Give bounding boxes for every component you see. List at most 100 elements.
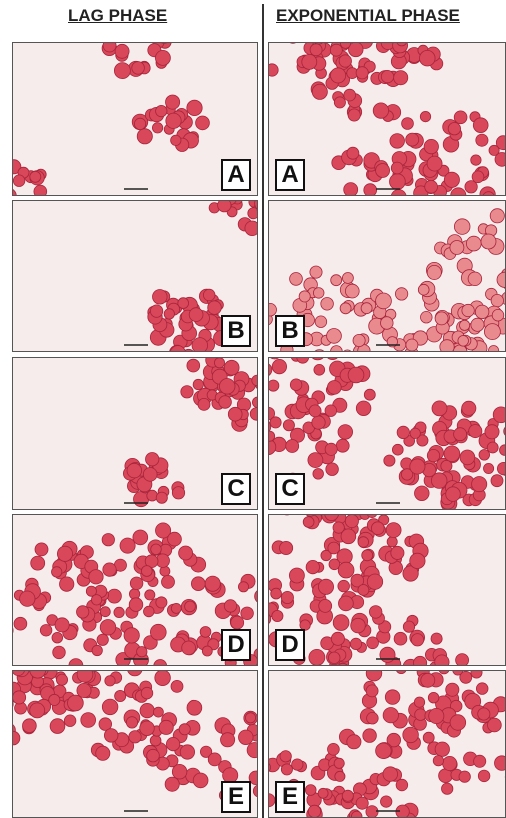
cell <box>347 735 361 749</box>
cell <box>418 284 429 295</box>
cell <box>414 697 424 707</box>
cell <box>196 116 210 130</box>
cell <box>292 759 303 770</box>
micrograph: D <box>12 514 258 666</box>
cell <box>454 428 467 441</box>
cell <box>60 577 74 591</box>
micrograph: B <box>268 200 506 352</box>
cell <box>473 118 488 133</box>
cell <box>155 50 170 65</box>
cell <box>459 771 470 782</box>
cell <box>364 389 375 400</box>
cell <box>445 351 459 352</box>
cell <box>115 44 129 58</box>
lag-header: LAG PHASE <box>68 6 167 26</box>
cell <box>192 338 208 352</box>
cell <box>330 44 342 56</box>
cell <box>358 537 369 548</box>
cell <box>203 289 215 301</box>
cell <box>410 553 425 568</box>
cell <box>270 417 281 428</box>
cell <box>420 50 436 66</box>
cell <box>342 790 353 801</box>
cell <box>376 743 392 759</box>
cell <box>281 764 292 775</box>
cell <box>308 805 320 817</box>
cell <box>356 67 368 79</box>
cell <box>489 145 499 155</box>
cell <box>466 236 481 251</box>
cell <box>391 190 406 197</box>
cell <box>429 708 444 723</box>
cell <box>424 139 438 153</box>
cell <box>345 284 359 298</box>
cell <box>414 656 427 666</box>
cell <box>396 671 407 674</box>
cell <box>366 685 378 697</box>
cell <box>133 530 148 545</box>
cell <box>350 638 361 649</box>
cell <box>250 408 258 421</box>
cell <box>137 129 152 144</box>
cell <box>34 185 47 196</box>
panel-label: C <box>275 473 305 505</box>
cell <box>308 453 323 468</box>
cell <box>146 453 159 466</box>
cell <box>397 426 409 438</box>
cell <box>318 579 333 594</box>
cell <box>435 312 448 325</box>
cell <box>491 294 503 306</box>
page: LAG PHASE EXPONENTIAL PHASE ABCDEABCDE (… <box>0 0 506 818</box>
cell <box>180 745 194 759</box>
cell <box>481 234 496 249</box>
cell <box>30 171 41 182</box>
cell <box>454 219 470 235</box>
cell <box>30 703 45 718</box>
cell <box>257 202 258 217</box>
cell <box>310 266 322 278</box>
cell <box>269 380 279 391</box>
cell <box>321 298 334 311</box>
cell <box>491 475 503 487</box>
cell <box>166 737 179 750</box>
cell <box>127 463 142 478</box>
panel-label: B <box>221 315 251 347</box>
cell <box>189 351 204 352</box>
cell <box>460 450 475 465</box>
cell <box>179 546 193 560</box>
cell <box>219 379 235 395</box>
cell <box>306 560 319 573</box>
cell <box>100 620 116 636</box>
cell <box>348 367 364 383</box>
cell <box>446 487 461 502</box>
cell <box>338 580 350 592</box>
cell <box>342 273 353 284</box>
cell <box>460 320 470 330</box>
cell <box>361 303 372 314</box>
cell <box>165 777 179 791</box>
cell <box>425 180 438 193</box>
cell <box>181 386 193 398</box>
cell <box>472 477 487 492</box>
cell <box>435 742 449 756</box>
cell <box>448 123 460 135</box>
cell <box>115 690 126 701</box>
cell <box>339 596 354 611</box>
cell <box>340 303 351 314</box>
cell <box>208 301 222 315</box>
cell <box>255 589 258 604</box>
cell <box>335 771 345 781</box>
cell <box>415 709 427 721</box>
micrograph: B <box>12 200 258 352</box>
cell <box>35 543 48 556</box>
cell <box>440 340 454 352</box>
cell <box>182 641 196 655</box>
cell <box>410 428 420 438</box>
cell <box>362 550 373 561</box>
cell <box>187 359 200 372</box>
cell <box>325 358 340 360</box>
exponential-header: EXPONENTIAL PHASE <box>276 6 460 26</box>
cell <box>420 111 430 121</box>
cell <box>52 567 62 577</box>
cell <box>492 309 504 321</box>
